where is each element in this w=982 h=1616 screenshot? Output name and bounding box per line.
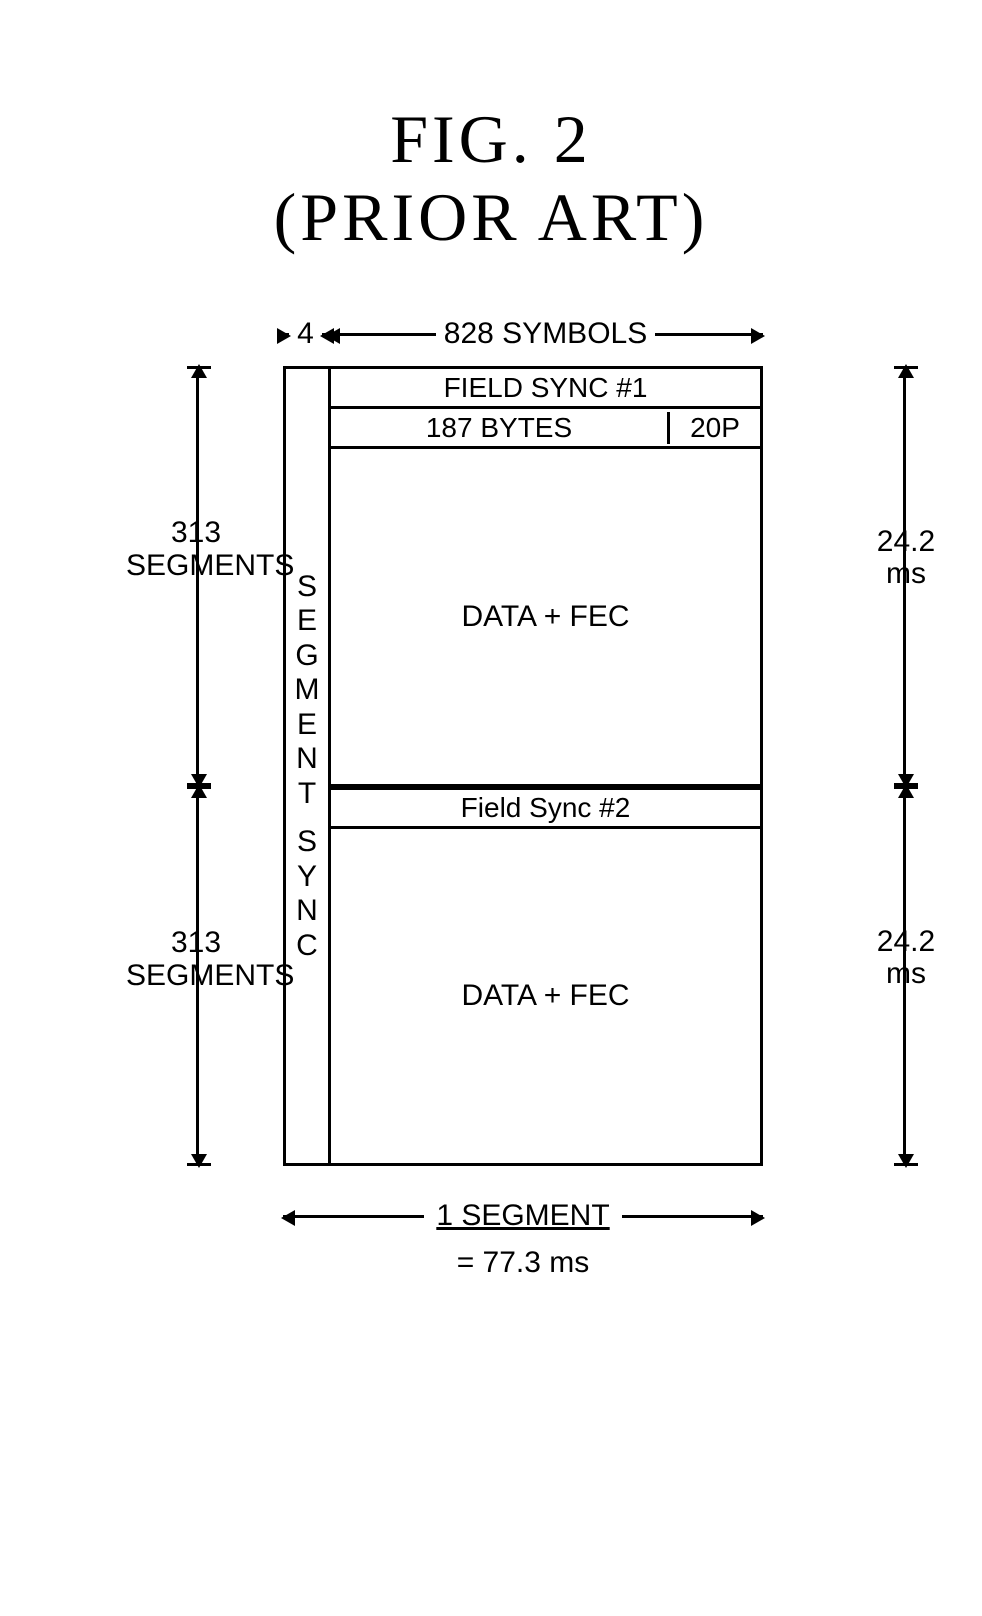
left-measure-1-label: 313 SEGMENTS: [126, 516, 266, 582]
data-fec-1-row: DATA + FEC: [331, 449, 760, 787]
data-fec-2-row: DATA + FEC: [331, 829, 760, 1164]
left-count-1: 313: [126, 516, 266, 549]
title-line-1: FIG. 2: [0, 100, 982, 178]
right-time-1: 24.2: [861, 526, 951, 558]
right-time-1-unit: ms: [861, 558, 951, 590]
segment-sync-column: SEGMENT SYNC: [286, 369, 331, 1163]
right-measure-1-label: 24.2 ms: [861, 526, 951, 589]
bottom-duration: = 77.3 ms: [283, 1246, 763, 1280]
diagram: 4 828 SYMBOLS 313 SEGMENTS: [131, 316, 851, 1280]
sync-width-measure: 4: [283, 316, 328, 352]
right-time-2: 24.2: [861, 926, 951, 958]
data-fec-1-label: DATA + FEC: [461, 600, 629, 634]
field-sync-2-row: Field Sync #2: [331, 787, 760, 829]
bottom-segment-label: 1 SEGMENT: [424, 1199, 621, 1233]
field-sync-1-label: FIELD SYNC #1: [444, 372, 648, 404]
field-sync-2-label: Field Sync #2: [461, 792, 631, 824]
symbols-width-value: 828 SYMBOLS: [436, 317, 655, 351]
figure-title: FIG. 2 (PRIOR ART): [0, 100, 982, 256]
left-unit-2: SEGMENTS: [126, 959, 266, 992]
bytes-row: 187 BYTES 20P: [331, 409, 760, 449]
left-count-2: 313: [126, 926, 266, 959]
right-measure-2-label: 24.2 ms: [861, 926, 951, 989]
sync-width-value: 4: [289, 317, 322, 351]
top-width-measures: 4 828 SYMBOLS: [283, 316, 763, 366]
bottom-segment-measure: 1 SEGMENT = 77.3 ms: [283, 1196, 763, 1280]
field-sync-1-row: FIELD SYNC #1: [331, 369, 760, 409]
bytes-20p-label: 20P: [690, 412, 740, 444]
left-unit-1: SEGMENTS: [126, 549, 266, 582]
figure: FIG. 2 (PRIOR ART) 4 828 SYMBOLS: [0, 100, 982, 1280]
right-time-2-unit: ms: [861, 958, 951, 990]
bytes-187-label: 187 BYTES: [426, 412, 572, 444]
frame-body: FIELD SYNC #1 187 BYTES 20P DATA + FEC F…: [331, 369, 760, 1163]
left-measure-2-label: 313 SEGMENTS: [126, 926, 266, 992]
title-line-2: (PRIOR ART): [0, 178, 982, 256]
bytes-20p-cell: 20P: [670, 412, 760, 444]
symbols-width-measure: 828 SYMBOLS: [328, 316, 763, 352]
data-fec-2-label: DATA + FEC: [461, 979, 629, 1013]
vsb-frame: SEGMENT SYNC FIELD SYNC #1 187 BYTES 20P: [283, 366, 763, 1166]
bytes-187-cell: 187 BYTES: [331, 412, 670, 444]
